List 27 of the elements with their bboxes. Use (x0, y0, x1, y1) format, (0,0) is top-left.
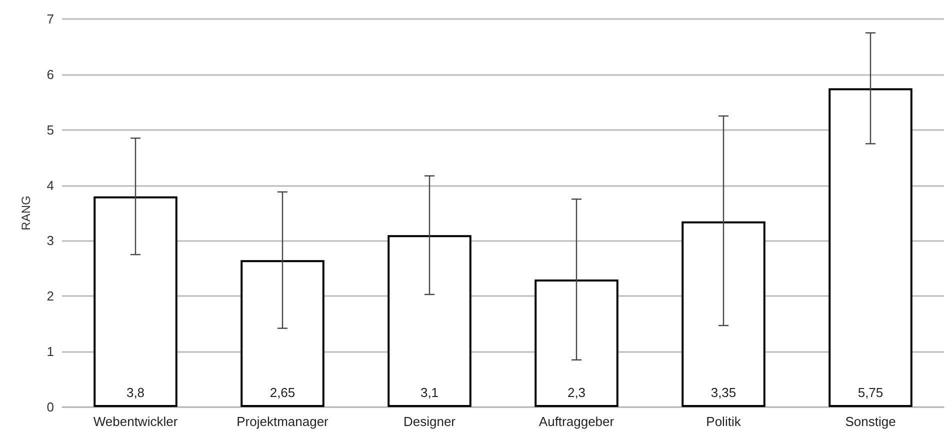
x-tick-label: Politik (706, 414, 742, 429)
bar (828, 88, 912, 407)
x-tick-label: Auftraggeber (538, 414, 615, 429)
x-tick-label: Projektmanager (236, 414, 330, 429)
bar (388, 235, 472, 407)
y-tick-label: 0 (46, 400, 54, 414)
x-tick-label: Designer (403, 414, 456, 429)
y-tick-label: 4 (46, 178, 54, 193)
data-label: 2,3 (567, 385, 586, 400)
bar (534, 280, 618, 407)
y-tick-label: 3 (46, 233, 54, 248)
x-tick-label: Webentwickler (93, 414, 178, 429)
y-tick-label: 6 (46, 66, 54, 82)
bar (682, 221, 766, 407)
y-tick-label: 2 (46, 288, 54, 304)
x-tick-label: Sonstige (845, 414, 896, 429)
data-label: 2,65 (270, 385, 296, 400)
data-label: 3,1 (420, 385, 439, 400)
bar (240, 260, 324, 407)
y-tick-label: 5 (46, 122, 54, 138)
bar (94, 196, 178, 407)
y-tick-label: 1 (46, 344, 54, 360)
data-label: 3,35 (710, 385, 736, 400)
y-axis-title: RANG (19, 196, 33, 230)
data-label: 5,75 (858, 385, 884, 400)
data-label: 3,8 (126, 385, 145, 400)
y-tick-label: 7 (46, 12, 54, 26)
